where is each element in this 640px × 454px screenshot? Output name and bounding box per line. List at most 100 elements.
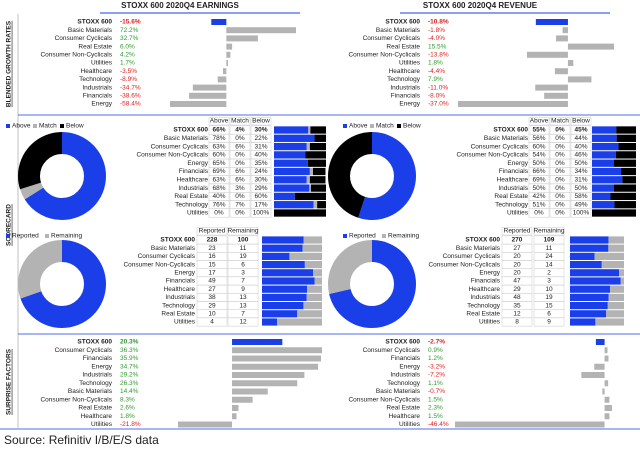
column-header: Match xyxy=(231,118,249,125)
cell xyxy=(196,317,228,327)
row-label: STOXX 600 xyxy=(465,237,500,244)
value-label: 72.2% xyxy=(120,27,139,34)
cell-value: 50% xyxy=(532,185,545,192)
cell-value: 0% xyxy=(235,135,245,142)
value-label: 1.7% xyxy=(120,60,135,67)
value-label: -8.9% xyxy=(120,76,137,83)
stack-segment xyxy=(262,310,298,318)
stack-segment xyxy=(309,167,313,176)
category-label: Utilities xyxy=(91,60,113,67)
donut-segment xyxy=(18,132,106,220)
bar xyxy=(232,405,239,411)
stack-segment xyxy=(309,184,311,192)
cell-value: 47 xyxy=(513,278,521,285)
value-label: 20.3% xyxy=(120,339,139,346)
cell-value: 60% xyxy=(254,193,267,200)
legend-label: Below xyxy=(403,123,421,130)
cell-value: 6% xyxy=(235,177,245,184)
stack-segment xyxy=(262,252,290,260)
stack-segment xyxy=(618,142,636,151)
value-label: 29.2% xyxy=(120,372,139,379)
cell-value: 24 xyxy=(545,253,553,260)
row-label: Basic Materials xyxy=(164,135,209,142)
stack-segment xyxy=(317,201,326,209)
value-label: -4.0% xyxy=(428,35,445,42)
row-label: Industrials xyxy=(470,294,500,301)
value-label: 2.3% xyxy=(428,405,443,412)
stack-segment xyxy=(274,167,310,176)
value-label: 14.4% xyxy=(120,388,139,395)
category-label: Real Estate xyxy=(78,405,112,412)
stack-segment xyxy=(262,269,313,277)
stack-segment xyxy=(608,236,624,244)
cell-value: 29 xyxy=(208,302,216,309)
stack-segment xyxy=(306,176,310,184)
legend-swatch xyxy=(343,234,347,238)
stack-segment xyxy=(307,159,326,167)
stack-segment xyxy=(262,318,277,326)
bar xyxy=(232,413,237,420)
bar xyxy=(535,19,568,25)
cell-value: 0% xyxy=(555,152,565,159)
legend-swatch xyxy=(33,124,37,128)
cell-value: 69% xyxy=(532,177,545,184)
row-label: STOXX 600 xyxy=(173,127,208,134)
stack-segment xyxy=(570,318,596,326)
cell-value: 0% xyxy=(555,193,565,200)
category-label: Basic Materials xyxy=(376,27,421,34)
cell-value: 22% xyxy=(254,135,267,142)
cell-value: 270 xyxy=(512,237,523,244)
cell-value: 0% xyxy=(555,185,565,192)
category-label: Consumer Cyclicals xyxy=(55,347,113,354)
stack-segment xyxy=(262,293,307,301)
stack-segment xyxy=(594,252,624,260)
cell-value: 100 xyxy=(238,237,249,244)
cell-value: 6% xyxy=(235,168,245,175)
bar xyxy=(226,27,296,34)
column-header: Reported xyxy=(504,228,531,235)
row-label: Energy xyxy=(174,270,195,277)
cell-value: 6 xyxy=(547,311,551,318)
category-label: Industrials xyxy=(390,372,420,379)
cell-value: 68% xyxy=(212,185,225,192)
cell-value: 15 xyxy=(208,261,216,268)
stack-segment xyxy=(309,142,326,151)
stack-segment xyxy=(294,192,326,201)
stack-segment xyxy=(621,167,636,176)
panel-header: STOXX 600 2020Q4 REVENUE xyxy=(423,1,538,10)
cell-value: 60% xyxy=(212,152,225,159)
cell-value: 13 xyxy=(239,294,247,301)
section-label: SCORECARD xyxy=(6,204,13,246)
cell-value: 69% xyxy=(212,168,225,175)
row-label: Basic Materials xyxy=(484,135,529,142)
cell-value: 11 xyxy=(240,245,247,252)
bar xyxy=(604,396,610,403)
donut-segment xyxy=(328,240,416,328)
stack-segment xyxy=(592,134,617,142)
category-label: Consumer Non-Cyclicals xyxy=(348,52,420,59)
stack-segment xyxy=(592,142,619,151)
bar xyxy=(562,27,568,34)
legend-label: Above xyxy=(349,123,368,130)
cell-value: 23 xyxy=(208,245,216,252)
value-label: 6.0% xyxy=(120,43,135,50)
bar xyxy=(458,101,568,107)
cell-value: 44% xyxy=(574,135,587,142)
header-cell xyxy=(528,117,550,126)
bar xyxy=(232,363,319,370)
cell-value: 4% xyxy=(235,127,245,134)
stack-segment xyxy=(274,192,295,201)
cell-value: 55% xyxy=(532,127,545,134)
value-label: 4.2% xyxy=(120,52,135,59)
category-label: STOXX 600 xyxy=(385,339,420,346)
stack-segment xyxy=(592,167,622,176)
column-header: Match xyxy=(551,118,569,125)
category-label: Consumer Non-Cyclicals xyxy=(40,52,112,59)
category-label: Consumer Non-Cyclicals xyxy=(348,396,420,403)
cell-value: 35 xyxy=(513,302,521,309)
row-label: Utilities xyxy=(479,319,501,326)
cell-value: 58% xyxy=(574,193,587,200)
row-label: Real Estate xyxy=(174,193,208,200)
cell-value: 66% xyxy=(212,127,225,134)
